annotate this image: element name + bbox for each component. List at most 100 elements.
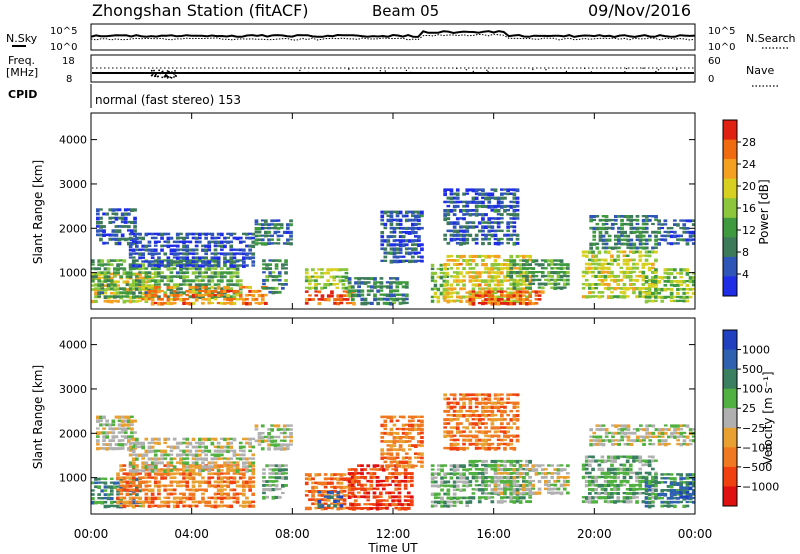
power-cell [500, 287, 504, 291]
power-cell [392, 259, 397, 264]
velocity-cell [194, 504, 199, 508]
power-cell [462, 204, 466, 208]
power-cell [262, 259, 266, 263]
power-cell [481, 241, 485, 246]
power-cell [122, 259, 127, 263]
velocity-cell [220, 437, 224, 440]
velocity-cell [232, 453, 237, 457]
power-cell [284, 279, 288, 283]
velocity-cell [452, 405, 457, 409]
power-cell [264, 223, 268, 226]
velocity-cell [103, 485, 108, 489]
power-cell [207, 248, 212, 252]
power-cell [382, 301, 387, 305]
velocity-cell [169, 457, 174, 461]
power-cell [481, 254, 485, 258]
velocity-cell [625, 496, 630, 500]
velocity-cell [207, 472, 212, 476]
nave-point [299, 69, 301, 72]
power-cell [100, 291, 105, 294]
velocity-cell [198, 437, 202, 442]
velocity-cell [102, 435, 106, 439]
power-cell [474, 295, 479, 299]
velocity-cell [267, 443, 271, 447]
power-cell [172, 248, 177, 253]
power-cell [691, 234, 695, 238]
velocity-cell [589, 428, 593, 432]
power-cell [100, 283, 105, 287]
power-cell [345, 290, 350, 294]
power-cell [673, 230, 677, 234]
velocity-cell [459, 464, 463, 468]
power-cell [522, 254, 526, 259]
velocity-cell [613, 467, 617, 471]
power-cell [138, 276, 142, 279]
power-cell [150, 267, 155, 271]
velocity-cell [144, 500, 149, 504]
velocity-cell [566, 491, 570, 495]
power-cell [198, 289, 202, 293]
velocity-cell [477, 393, 482, 397]
power-cell [185, 248, 190, 253]
power-cell [114, 229, 119, 233]
nave-point [166, 77, 169, 79]
power-cell [179, 256, 183, 259]
power-cell [238, 279, 243, 283]
velocity-cell [446, 484, 451, 487]
velocity-cell [610, 500, 614, 504]
velocity-cell [120, 415, 125, 419]
power-cell [632, 226, 637, 230]
velocity-cell [277, 488, 282, 491]
power-cell [254, 219, 259, 223]
power-cell [166, 256, 171, 260]
power-cell [638, 238, 643, 243]
velocity-cell [518, 496, 523, 500]
velocity-cell [528, 487, 532, 491]
velocity-cell [153, 496, 158, 501]
power-cell [522, 283, 526, 286]
power-cell [452, 291, 457, 294]
power-cell [604, 215, 609, 219]
power-cell [141, 297, 145, 301]
velocity-cell [518, 487, 523, 490]
power-cell [629, 215, 634, 219]
velocity-cell [509, 418, 514, 422]
velocity-cell [333, 473, 337, 476]
power-cell [654, 230, 658, 234]
velocity-cell [484, 430, 488, 435]
velocity-cell [597, 483, 602, 488]
velocity-cell [242, 484, 246, 488]
power-cell [182, 271, 186, 275]
velocity-cell [493, 464, 498, 468]
power-cell [632, 266, 636, 270]
power-cell [597, 270, 602, 274]
velocity-cell [518, 472, 523, 476]
power-cell [207, 232, 212, 235]
velocity-cell [153, 453, 158, 457]
velocity-cell [490, 401, 495, 405]
power-cell [175, 236, 180, 240]
power-cell [194, 279, 199, 282]
power-cell [452, 204, 457, 209]
power-cell [198, 267, 202, 271]
velocity-cell [446, 446, 451, 450]
power-cell [610, 270, 614, 275]
velocity-cell [273, 424, 278, 428]
velocity-cell [595, 428, 600, 431]
power-cell [116, 271, 120, 275]
velocity-cell [525, 484, 529, 487]
power-cell [679, 284, 683, 287]
power-cell [94, 267, 98, 271]
velocity-cell [153, 484, 158, 488]
power-cell [455, 188, 460, 192]
power-cell [500, 283, 504, 287]
velocity-cell [157, 461, 161, 465]
velocity-cell [242, 492, 246, 497]
velocity-cell [342, 506, 347, 510]
velocity-cell [414, 452, 418, 455]
velocity-cell [459, 430, 463, 434]
power-cell [265, 263, 269, 267]
power-cell [169, 293, 174, 297]
velocity-cell [635, 455, 639, 460]
power-cell [597, 278, 602, 282]
